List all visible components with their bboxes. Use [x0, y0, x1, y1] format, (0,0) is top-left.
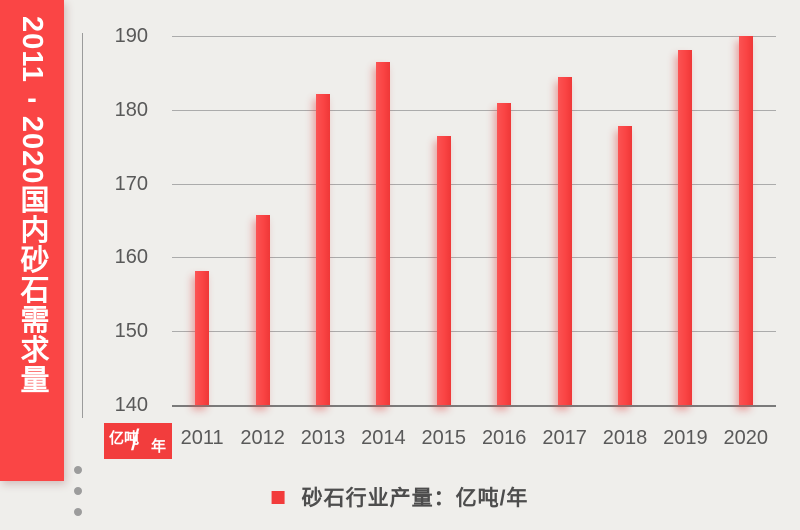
x-tick-label: 2011	[180, 427, 224, 449]
decor-dots	[74, 466, 82, 516]
chart-legend: 砂石行业产量：亿吨/年	[271, 482, 529, 512]
x-tick-label: 2014	[361, 427, 406, 449]
x-tick-label: 2018	[602, 427, 648, 449]
x-axis-line	[172, 405, 776, 407]
gridline	[172, 36, 776, 37]
bar-2014	[376, 61, 391, 405]
y-axis-unit-badge: 亿吨 / 年	[104, 423, 172, 459]
unit-bottom-text: 年	[150, 438, 166, 455]
banner-title-start: 2011	[16, 16, 48, 83]
decor-dot	[74, 466, 82, 474]
x-tick-label: 2012	[240, 427, 285, 449]
gridline	[172, 331, 776, 333]
y-tick-label: 140	[114, 394, 148, 416]
bar-2016	[497, 103, 512, 405]
y-tick-label: 170	[114, 172, 148, 195]
x-tick-label: 2019	[663, 427, 708, 449]
legend-label: 砂石行业产量：亿吨/年	[301, 487, 529, 510]
bar-2017	[557, 76, 572, 405]
unit-slash: /	[131, 424, 140, 457]
x-tick-label: 2016	[481, 427, 527, 449]
y-tick-label: 150	[114, 320, 148, 343]
decor-dot	[74, 508, 82, 516]
gridline	[172, 257, 776, 259]
y-tick-label: 180	[114, 98, 148, 121]
vertical-title-banner: 2011-2020国内砂石需求量	[0, 0, 64, 481]
banner-title-dash: -	[16, 82, 48, 116]
bar-2019	[678, 50, 693, 405]
banner-title-end: 2020国内砂石需求量	[16, 115, 48, 395]
x-tick-label: 2020	[723, 427, 769, 449]
x-tick-label: 2017	[542, 427, 587, 449]
bar-2020	[738, 36, 753, 405]
legend-swatch	[271, 490, 285, 504]
decor-dot	[74, 487, 82, 495]
decor-vertical-line	[82, 33, 83, 418]
bar-2012	[255, 214, 270, 405]
gridline	[172, 109, 776, 111]
bar-2011	[195, 270, 210, 405]
bar-2015	[436, 136, 451, 405]
bar-2013	[316, 93, 330, 405]
bar-2018	[618, 126, 632, 405]
x-tick-label: 2015	[421, 427, 467, 449]
gridline	[172, 183, 776, 185]
unit-top-text: 亿吨	[109, 430, 140, 447]
x-tick-label: 2013	[300, 427, 346, 449]
y-tick-label: 190	[114, 25, 148, 47]
y-tick-label: 160	[114, 246, 148, 269]
